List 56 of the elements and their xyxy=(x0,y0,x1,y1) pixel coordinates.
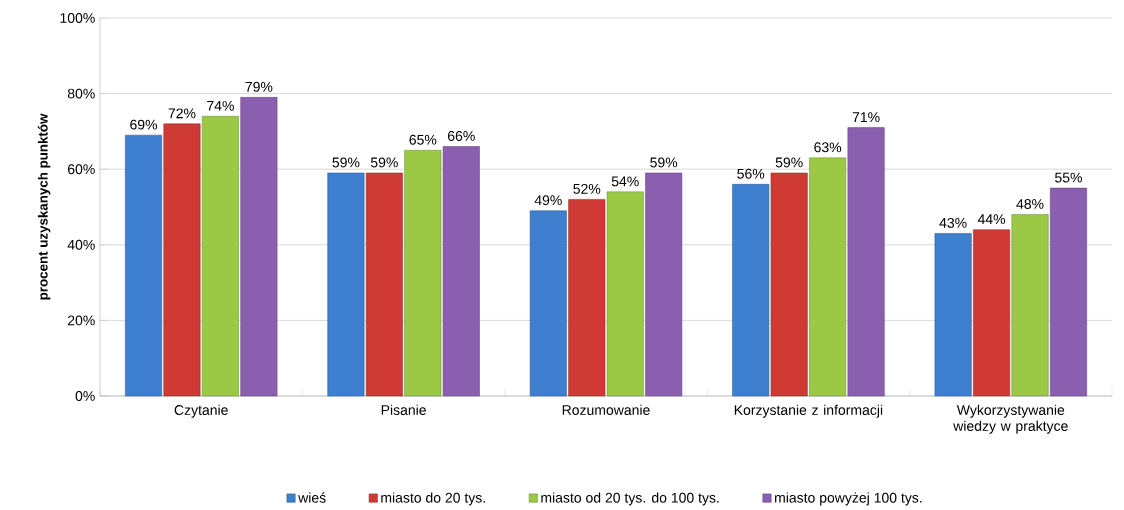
x-tick-label: Korzystanie z informacji xyxy=(734,404,883,418)
data-label: 69% xyxy=(130,119,158,130)
data-label: 65% xyxy=(409,134,437,145)
bar xyxy=(732,184,770,397)
bar xyxy=(163,123,201,397)
y-tick-label: 40% xyxy=(67,239,95,250)
bar xyxy=(125,134,163,397)
data-label: 79% xyxy=(245,81,273,92)
data-label: 59% xyxy=(332,157,360,168)
bar xyxy=(529,210,567,397)
bar xyxy=(442,146,480,397)
bar xyxy=(327,172,365,397)
data-label: 72% xyxy=(168,108,196,119)
y-tick-label: 20% xyxy=(67,315,95,326)
legend-label: miasto od 20 tys. do 100 tys. xyxy=(541,492,719,506)
legend-label: miasto do 20 tys. xyxy=(381,492,485,506)
y-tick-label: 60% xyxy=(67,164,95,175)
data-label: 49% xyxy=(534,195,562,206)
legend-label: miasto powyżej 100 tys. xyxy=(775,492,922,506)
x-tick-label: Czytanie xyxy=(174,404,228,418)
data-label: 59% xyxy=(370,157,398,168)
bar xyxy=(1011,214,1049,397)
data-label: 71% xyxy=(852,112,880,123)
bar xyxy=(365,172,403,397)
data-label: 54% xyxy=(611,176,639,187)
data-label: 59% xyxy=(775,157,803,168)
y-axis-title: procent uzyskanych punktów xyxy=(37,113,51,300)
legend-label: wieś xyxy=(298,492,326,503)
bar xyxy=(606,191,644,397)
bar xyxy=(847,127,885,397)
bar xyxy=(404,150,442,397)
y-tick-label: 80% xyxy=(67,88,95,99)
x-tick-label: Rozumowanie xyxy=(562,404,650,416)
data-label: 63% xyxy=(814,142,842,153)
data-label: 44% xyxy=(977,214,1006,225)
bar xyxy=(973,229,1011,397)
data-label: 66% xyxy=(447,131,475,141)
data-label: 59% xyxy=(650,157,678,168)
y-tick-label: 100% xyxy=(60,13,95,23)
bar xyxy=(645,172,683,397)
data-label: 48% xyxy=(1016,199,1044,209)
data-label: 56% xyxy=(737,168,765,179)
bar xyxy=(809,157,847,397)
x-tick-label: Wykorzystywanie wiedzy w praktyce xyxy=(953,404,1068,434)
data-label: 74% xyxy=(207,100,234,111)
bar xyxy=(770,172,808,397)
data-label: 52% xyxy=(573,183,601,194)
bar xyxy=(240,97,278,397)
bar xyxy=(934,233,972,397)
bar xyxy=(568,199,606,397)
y-tick-label: 0% xyxy=(75,391,95,401)
data-label: 55% xyxy=(1055,172,1082,183)
data-label: 43% xyxy=(939,217,967,228)
bar xyxy=(201,116,239,397)
x-tick-label: Pisanie xyxy=(381,404,426,416)
bar xyxy=(1050,187,1087,397)
